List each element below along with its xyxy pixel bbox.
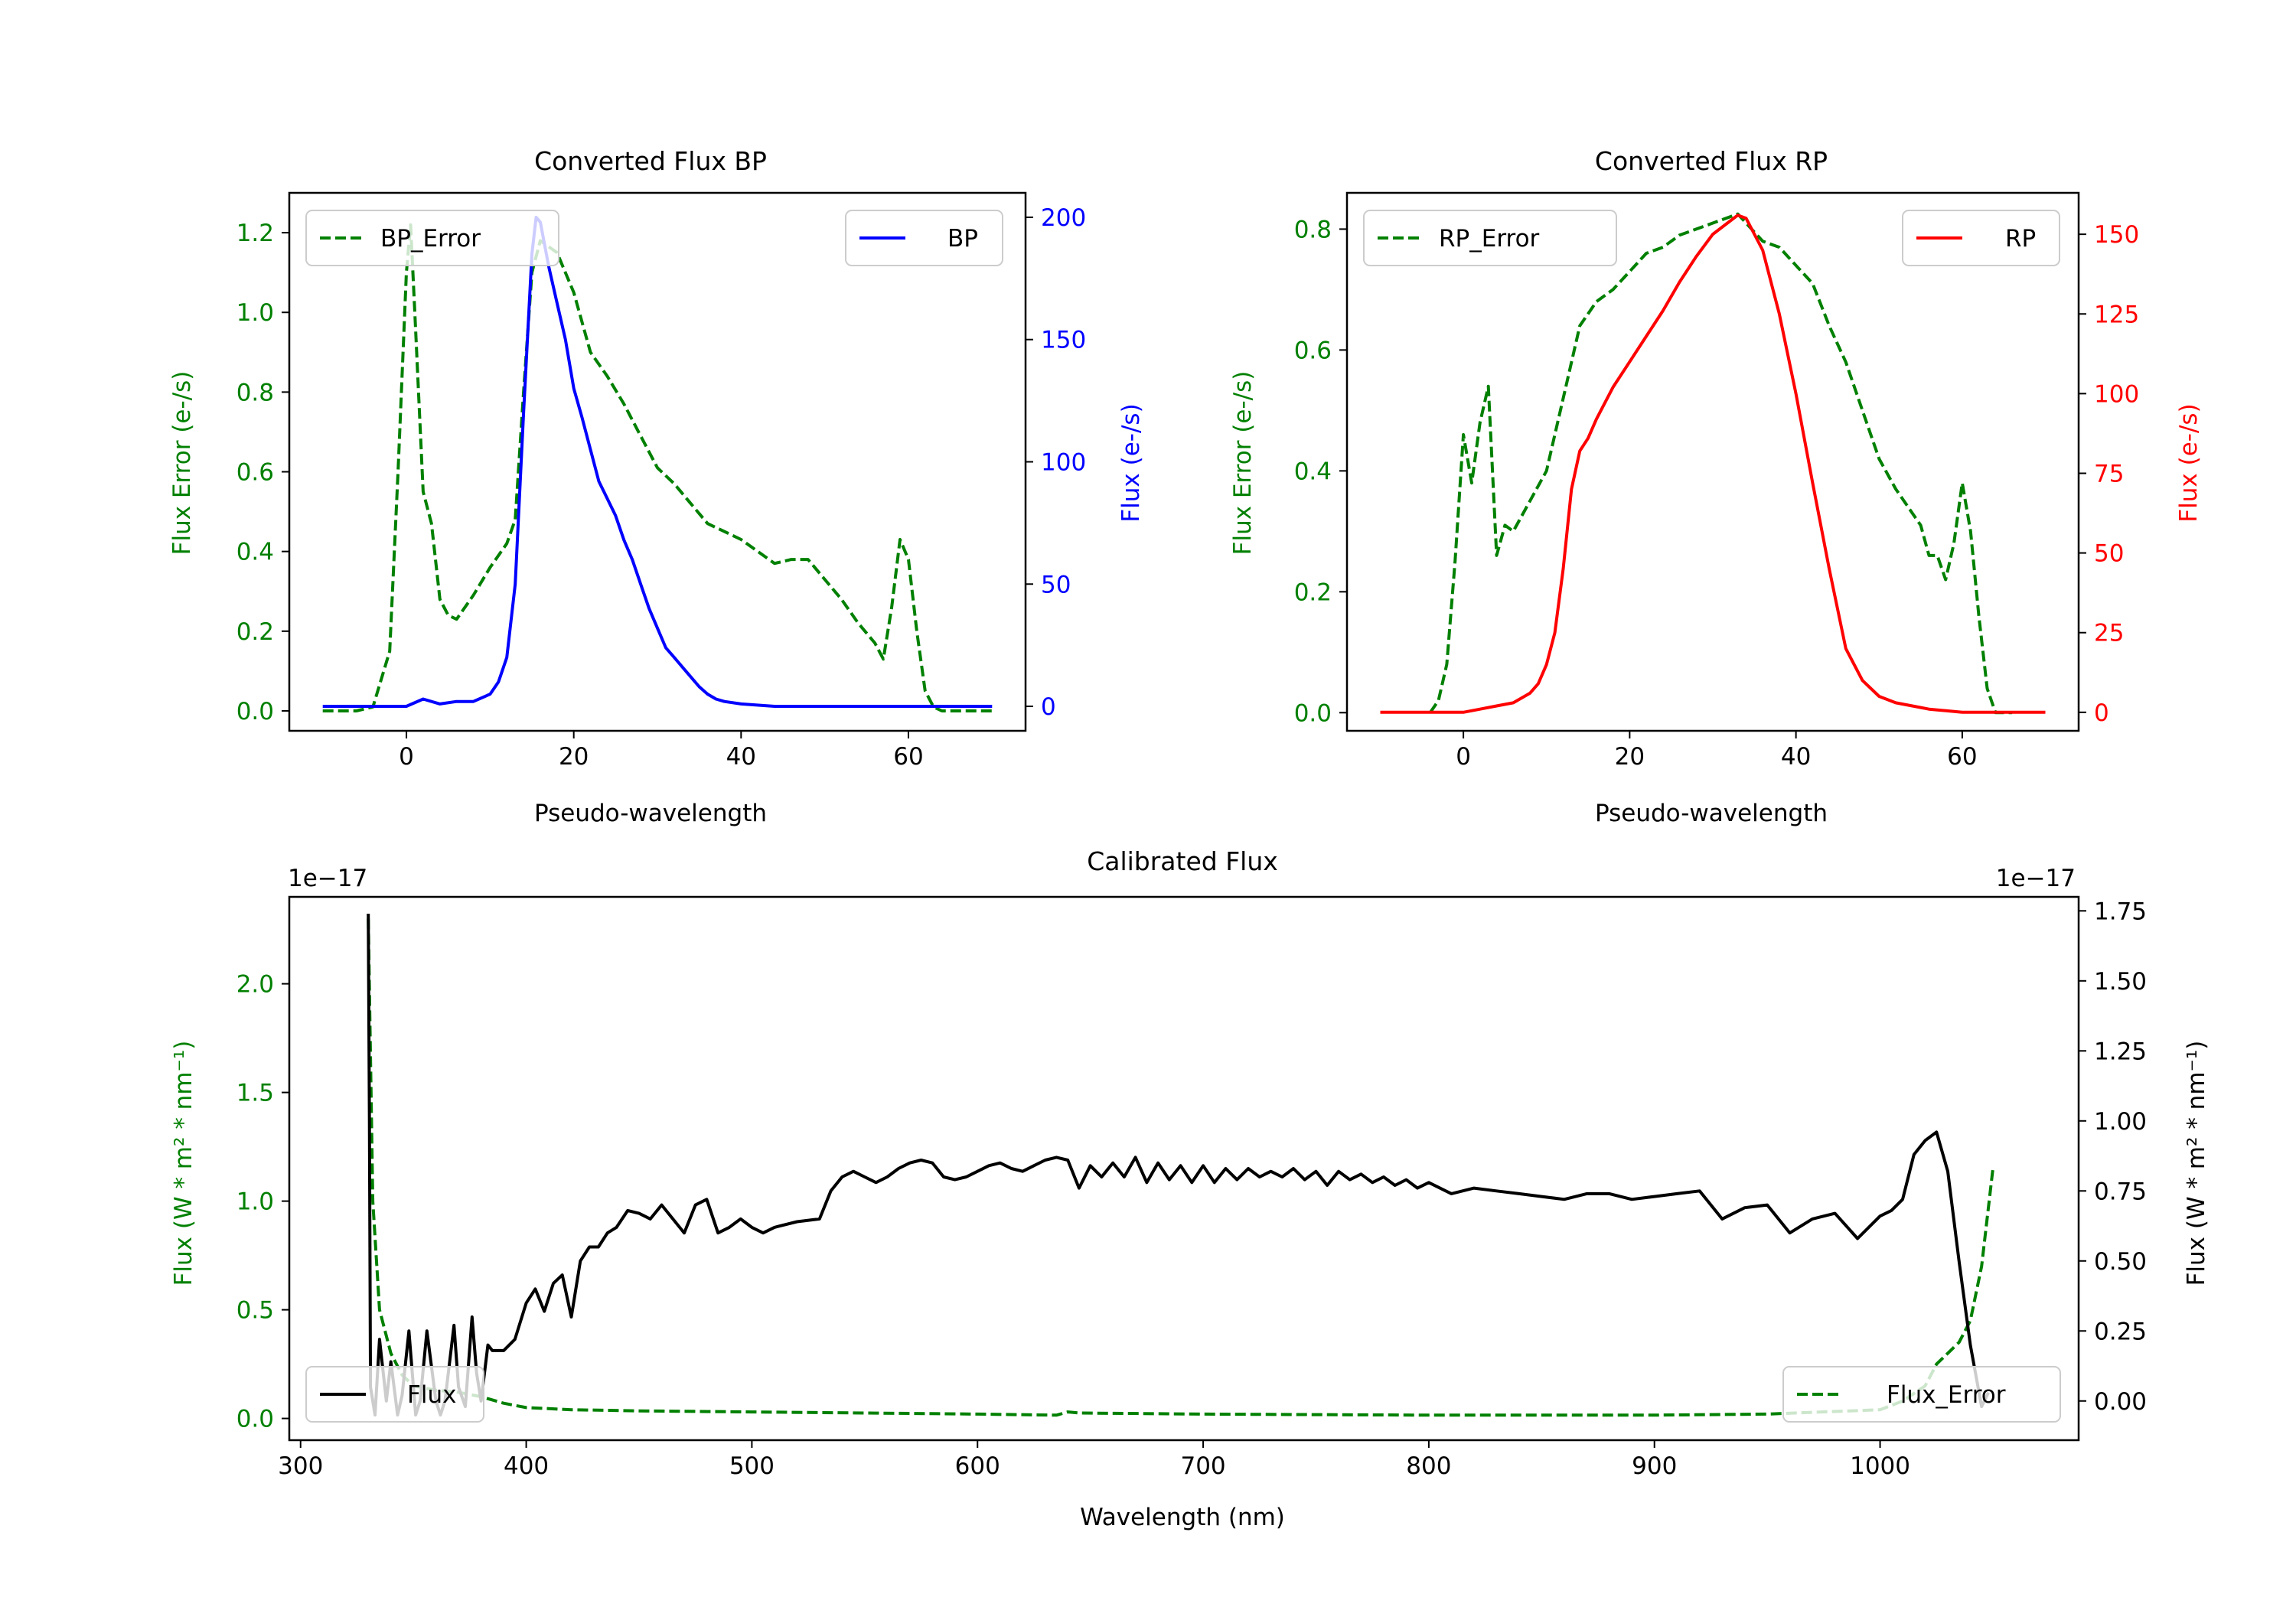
rp-ytick-right-label: 25 (2094, 620, 2124, 647)
bp-ytick-right-label: 200 (1041, 204, 1086, 232)
bp-ytick-left-label: 1.2 (236, 220, 274, 247)
cal-xtick-label: 600 (955, 1452, 1000, 1480)
rp-legend-left: RP_Error (1363, 210, 1617, 266)
panel-rp: Converted Flux RP Pseudo-wavelength Flux… (1229, 146, 2203, 827)
bp-ylabel-right: Flux (e-/s) (1117, 403, 1145, 522)
rp-axes-frame (1345, 191, 2080, 732)
cal-ytick-right-label: 1.00 (2094, 1108, 2147, 1136)
panel-bp: Converted Flux BP Pseudo-wavelength Flux… (168, 146, 1145, 827)
bp-series-bp (322, 216, 993, 708)
bp-ytick-left-label: 0.0 (236, 698, 274, 725)
cal-series-flux (367, 913, 1990, 1417)
rp-plot-area: 0 20 40 60 0.0 0.2 0.4 0.6 0.8 0 25 50 75 100 125 150 (1294, 191, 2139, 771)
rp-ytick-right-label: 75 (2094, 460, 2124, 487)
rp-legend-label-rp-error: RP_Error (1439, 225, 1540, 253)
bp-plot-area: 0 20 40 60 0.0 0.2 0.4 0.6 0.8 1.0 1.2 0 50 100 150 200 (236, 191, 1086, 771)
cal-ytick-right-label: 0.00 (2094, 1388, 2147, 1416)
bp-ylabel-left: Flux Error (e-/s) (168, 371, 196, 556)
cal-xtick-label: 700 (1180, 1452, 1225, 1480)
rp-ytick-left-label: 0.0 (1294, 699, 1332, 727)
cal-offset-right: 1e−17 (1996, 865, 2076, 892)
rp-ytick-right-label: 125 (2094, 301, 2139, 328)
bp-xtick-label: 60 (893, 743, 923, 771)
bp-xtick-label: 20 (559, 743, 589, 771)
cal-axes-frame (288, 895, 2080, 1442)
bp-ytick-right-label: 0 (1041, 693, 1056, 721)
rp-ylabel-right: Flux (e-/s) (2175, 403, 2203, 522)
cal-legend-label-flux-error: Flux_Error (1887, 1381, 2006, 1409)
cal-ytick-right-label: 0.50 (2094, 1248, 2147, 1276)
bp-xtick-label: 0 (399, 743, 414, 771)
bp-legend-right: BP (845, 210, 1003, 266)
rp-xlabel: Pseudo-wavelength (1595, 800, 1828, 827)
cal-ytick-left-label: 2.0 (236, 971, 274, 999)
cal-legend-label-flux: Flux (407, 1381, 456, 1409)
cal-xtick-label: 300 (278, 1452, 323, 1480)
bp-ytick-left-label: 1.0 (236, 299, 274, 327)
rp-series-rp (1380, 214, 2046, 714)
bp-xtick-label: 40 (726, 743, 756, 771)
rp-ytick-right-label: 100 (2094, 380, 2139, 408)
cal-title: Calibrated Flux (1087, 846, 1278, 876)
cal-legend-right: Flux_Error (1782, 1366, 2061, 1423)
bp-ytick-right-label: 150 (1041, 327, 1086, 354)
bp-ytick-left-label: 0.2 (236, 618, 274, 646)
cal-xlabel: Wavelength (nm) (1080, 1504, 1285, 1531)
bp-ytick-right-label: 100 (1041, 449, 1086, 477)
cal-xtick-label: 800 (1406, 1452, 1451, 1480)
cal-ytick-right-label: 1.50 (2094, 968, 2147, 996)
bp-legend-left: BP_Error (305, 210, 559, 266)
rp-xtick-label: 60 (1947, 743, 1977, 771)
rp-xtick-label: 20 (1615, 743, 1645, 771)
rp-ytick-right-label: 150 (2094, 221, 2139, 249)
cal-offset-left: 1e−17 (288, 865, 367, 892)
rp-ytick-left-label: 0.4 (1294, 458, 1332, 485)
cal-xtick-label: 900 (1632, 1452, 1677, 1480)
bp-title: Converted Flux BP (534, 146, 767, 176)
bp-ytick-left-label: 0.8 (236, 379, 274, 406)
cal-xtick-label: 400 (504, 1452, 549, 1480)
cal-ytick-left-label: 0.5 (236, 1297, 274, 1325)
rp-ytick-left-label: 0.2 (1294, 579, 1332, 606)
rp-xtick-label: 40 (1781, 743, 1811, 771)
cal-ylabel-left: Flux (W * m² * nm⁻¹) (170, 1041, 197, 1286)
cal-ytick-right-label: 0.75 (2094, 1178, 2147, 1205)
panel-calibrated: Calibrated Flux Wavelength (nm) 1e−17 1e… (170, 846, 2210, 1531)
bp-series-group (322, 216, 993, 712)
rp-ytick-right-label: 0 (2094, 699, 2109, 727)
bp-legend-label-bp-error: BP_Error (380, 225, 481, 253)
cal-ytick-right-label: 0.25 (2094, 1318, 2147, 1345)
cal-legend-left: Flux (305, 1366, 484, 1423)
cal-ylabel-right: Flux (W * m² * nm⁻¹) (2183, 1041, 2210, 1286)
cal-ytick-right-label: 1.25 (2094, 1038, 2147, 1065)
cal-xtick-label: 1000 (1850, 1452, 1910, 1480)
rp-legend-label-rp: RP (2005, 225, 2036, 253)
rp-title: Converted Flux RP (1595, 146, 1828, 176)
cal-series-group (367, 913, 1994, 1417)
cal-ytick-left-label: 1.5 (236, 1080, 274, 1107)
bp-ytick-left-label: 0.4 (236, 539, 274, 566)
rp-series-rp-error (1428, 212, 2013, 715)
rp-ylabel-left: Flux Error (e-/s) (1229, 371, 1257, 556)
rp-xtick-label: 0 (1456, 743, 1471, 771)
bp-legend-label-bp: BP (947, 225, 978, 253)
rp-ytick-left-label: 0.6 (1294, 337, 1332, 364)
cal-xtick-label: 500 (729, 1452, 775, 1480)
bp-series-bp-error (322, 223, 993, 712)
bp-ytick-right-label: 50 (1041, 571, 1071, 598)
cal-ytick-left-label: 0.0 (236, 1406, 274, 1433)
rp-ytick-right-label: 50 (2094, 540, 2124, 568)
bp-xlabel: Pseudo-wavelength (534, 800, 767, 827)
rp-legend-right: RP (1902, 210, 2060, 266)
bp-ytick-left-label: 0.6 (236, 459, 274, 487)
rp-ytick-left-label: 0.8 (1294, 216, 1332, 243)
rp-series-group (1380, 212, 2046, 715)
cal-ytick-left-label: 1.0 (236, 1188, 274, 1216)
cal-ytick-right-label: 1.75 (2094, 898, 2147, 925)
